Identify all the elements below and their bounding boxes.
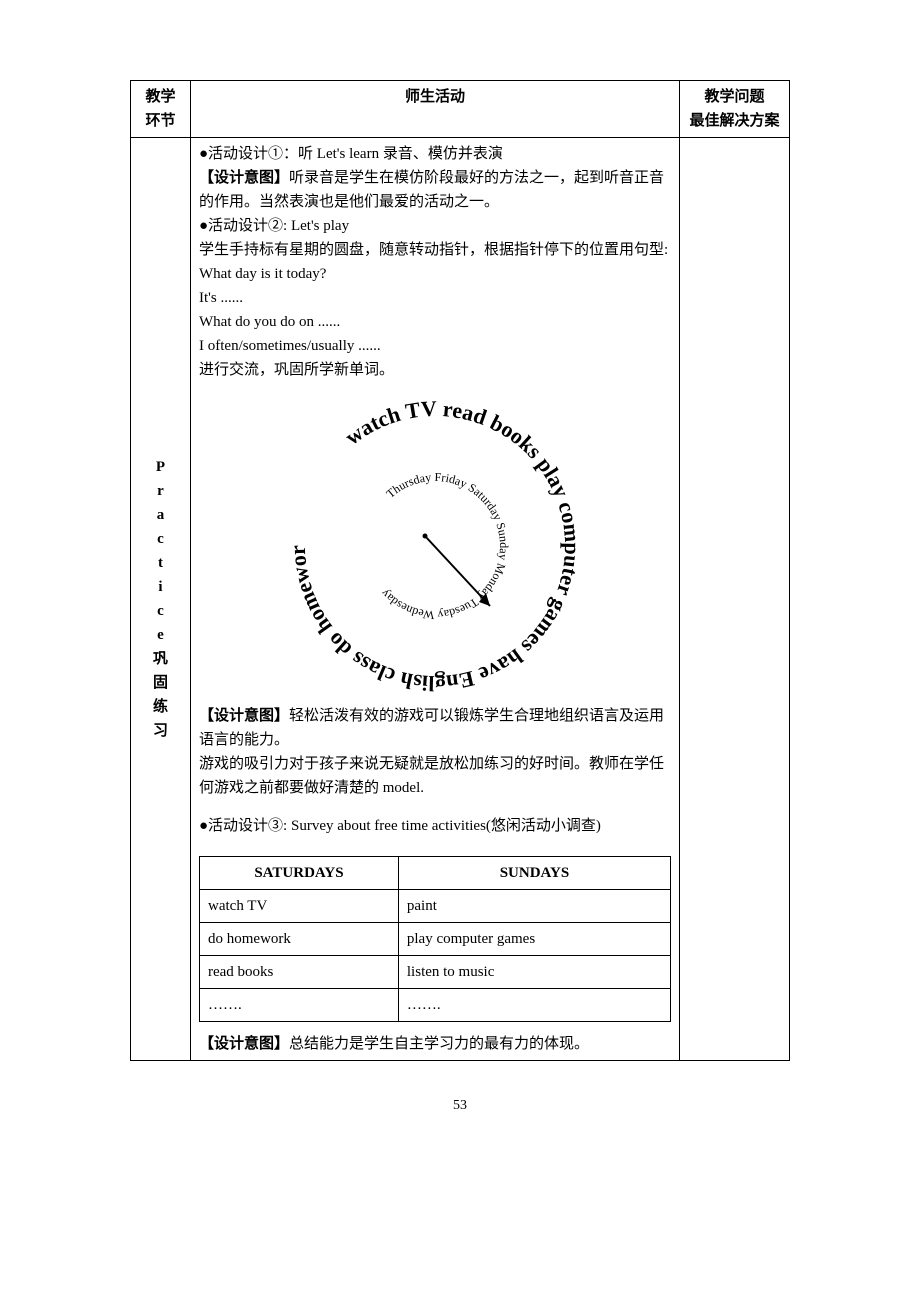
spinner-outer-text: watch TV read books play computer games … [275, 396, 585, 696]
dialogue-q2: It's ...... [199, 286, 671, 310]
survey-cell: read books [200, 956, 399, 989]
spinner-pivot [423, 534, 428, 539]
survey-cell: ……. [398, 989, 670, 1022]
survey-cell: paint [398, 890, 670, 923]
header-col3: 教学问题最佳解决方案 [680, 81, 790, 138]
activity1-title: ●活动设计①：听 Let's learn 录音、模仿并表演 [199, 142, 671, 166]
solution-cell [680, 138, 790, 1061]
spinner-inner-text: Thursday Friday Saturday Sunday Monday T… [378, 470, 511, 622]
header-row: 教学环节 师生活动 教学问题最佳解决方案 [131, 81, 790, 138]
intent2-label: 【设计意图】 [199, 708, 289, 724]
spinner-diagram: watch TV read books play computer games … [275, 396, 595, 696]
survey-h2: SUNDAYS [398, 857, 670, 890]
header-col1: 教学环节 [131, 81, 191, 138]
body-row: Practice巩固练习 ●活动设计①：听 Let's learn 录音、模仿并… [131, 138, 790, 1061]
survey-row: read books listen to music [200, 956, 671, 989]
survey-cell: do homework [200, 923, 399, 956]
survey-row: do homework play computer games [200, 923, 671, 956]
activity3-title: ●活动设计③: Survey about free time activitie… [199, 814, 671, 838]
survey-cell: watch TV [200, 890, 399, 923]
survey-row: watch TV paint [200, 890, 671, 923]
survey-row: ……. ……. [200, 989, 671, 1022]
intent3-label: 【设计意图】 [199, 1036, 289, 1052]
survey-h1: SATURDAYS [200, 857, 399, 890]
survey-cell: ……. [200, 989, 399, 1022]
intent3-text: 总结能力是学生自主学习力的最有力的体现。 [289, 1036, 589, 1052]
intent2-text2: 游戏的吸引力对于孩子来说无疑就是放松加练习的好时间。教师在学任何游戏之前都要做好… [199, 752, 671, 800]
survey-table: SATURDAYS SUNDAYS watch TV paint do home… [199, 856, 671, 1022]
activity1-intent: 【设计意图】听录音是学生在模仿阶段最好的方法之一，起到听音正音的作用。当然表演也… [199, 166, 671, 214]
activity2-title: ●活动设计②: Let's play [199, 214, 671, 238]
dialogue-q5: 进行交流，巩固所学新单词。 [199, 358, 671, 382]
activity2-desc: 学生手持标有星期的圆盘，随意转动指针，根据指针停下的位置用句型: [199, 238, 671, 262]
spinner-svg: watch TV read books play computer games … [275, 396, 595, 696]
dialogue-q1: What day is it today? [199, 262, 671, 286]
activity3-intent: 【设计意图】总结能力是学生自主学习力的最有力的体现。 [199, 1032, 671, 1056]
activity2-intent: 【设计意图】轻松活泼有效的游戏可以锻炼学生合理地组织语言及运用语言的能力。 [199, 704, 671, 752]
dialogue-q3: What do you do on ...... [199, 310, 671, 334]
lesson-plan-table: 教学环节 师生活动 教学问题最佳解决方案 Practice巩固练习 ●活动设计①… [130, 80, 790, 1061]
survey-header: SATURDAYS SUNDAYS [200, 857, 671, 890]
intent-label: 【设计意图】 [199, 170, 289, 186]
survey-cell: play computer games [398, 923, 670, 956]
page-number: 53 [130, 1095, 790, 1117]
spinner-arrow-line [425, 536, 490, 606]
header-col2: 师生活动 [191, 81, 680, 138]
dialogue-q4: I often/sometimes/usually ...... [199, 334, 671, 358]
activity-cell: ●活动设计①：听 Let's learn 录音、模仿并表演 【设计意图】听录音是… [191, 138, 680, 1061]
stage-label-cell: Practice巩固练习 [131, 138, 191, 1061]
stage-label: Practice巩固练习 [139, 455, 182, 743]
survey-cell: listen to music [398, 956, 670, 989]
